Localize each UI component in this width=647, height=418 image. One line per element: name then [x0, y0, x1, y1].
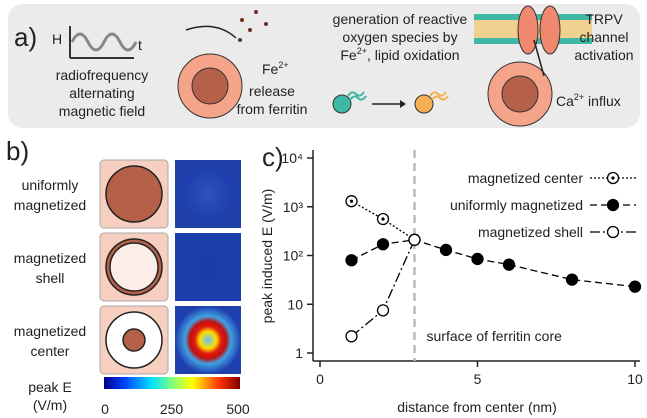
- fe-text: release: [249, 83, 295, 99]
- x-tick-label: 5: [474, 371, 482, 387]
- point: [630, 281, 641, 292]
- point-dot: [381, 217, 384, 220]
- point-dot: [350, 200, 353, 203]
- ca-text: Ca2+ influx: [556, 92, 621, 109]
- lipid: [333, 95, 351, 113]
- y-tick-label: 10³: [283, 199, 304, 215]
- rf-text: magnetic field: [59, 103, 145, 119]
- row-label: center: [31, 343, 70, 359]
- ion: Fe: [262, 61, 279, 77]
- charge: 2+: [278, 60, 288, 70]
- y-tick-label: 10: [287, 296, 303, 312]
- panel-label: c): [262, 142, 284, 172]
- axis-h: H: [52, 31, 62, 47]
- colorbar-tick: 0: [101, 401, 109, 417]
- y-tick-label: 1: [295, 345, 303, 361]
- row-3: [100, 306, 241, 374]
- rf-text: radiofrequency: [56, 67, 149, 83]
- series-line: [352, 240, 636, 287]
- y-tick-label: 10²: [283, 248, 304, 264]
- text: , lipid oxidation: [367, 47, 460, 63]
- panel-label: b): [6, 136, 29, 166]
- y-axis-label: peak induced E (V/m): [259, 189, 275, 324]
- annotation: surface of ferritin core: [427, 328, 563, 344]
- fe-text: from ferritin: [237, 101, 308, 117]
- legend-label: magnetized shell: [478, 224, 583, 240]
- figure: a) H t radiofrequency alternating magnet…: [0, 0, 647, 418]
- row-label: magnetized: [14, 250, 86, 266]
- row-label: magnetized: [14, 197, 86, 213]
- row-2: [100, 233, 241, 301]
- point: [504, 259, 515, 270]
- ros-text: oxygen species by: [342, 29, 457, 45]
- point: [608, 200, 619, 211]
- point-dot: [611, 176, 614, 179]
- ion: Ca: [556, 93, 574, 109]
- text: influx: [584, 93, 621, 109]
- trpv-text: activation: [574, 47, 633, 63]
- row-label: shell: [36, 270, 65, 286]
- point: [608, 227, 619, 238]
- channel: [540, 6, 560, 54]
- colorbar-tick: 250: [160, 401, 184, 417]
- rf-text: alternating: [69, 85, 134, 101]
- trpv-text: channel: [579, 29, 628, 45]
- axis-t: t: [138, 37, 142, 53]
- x-axis-label: distance from center (nm): [397, 399, 557, 415]
- colorbar-tick: 500: [226, 401, 250, 417]
- point: [567, 274, 578, 285]
- point: [472, 253, 483, 264]
- ferritin: [502, 76, 538, 112]
- legend-label: magnetized center: [468, 170, 584, 186]
- charge: 2+: [574, 92, 584, 102]
- point: [378, 239, 389, 250]
- ion: Fe: [340, 47, 357, 63]
- y-tick-label: 10⁴: [281, 150, 303, 166]
- panel-label: a): [14, 22, 37, 52]
- channel: [518, 6, 538, 54]
- colorbar-title: (V/m): [33, 397, 67, 413]
- point: [409, 234, 420, 245]
- lipid: [415, 95, 433, 113]
- ferritin: [192, 68, 228, 104]
- trpv-text: TRPV: [585, 11, 623, 27]
- ros-text: generation of reactive: [333, 11, 468, 27]
- point: [346, 255, 357, 266]
- row-1: [100, 160, 241, 228]
- series-line: [352, 240, 415, 337]
- colorbar: [104, 377, 240, 389]
- charge: 2+: [357, 46, 367, 56]
- legend-label: uniformly magnetized: [450, 197, 583, 213]
- x-tick-label: 0: [316, 371, 324, 387]
- point: [441, 244, 452, 255]
- point: [346, 331, 357, 342]
- point: [378, 305, 389, 316]
- x-tick-label: 10: [627, 371, 643, 387]
- colorbar-title: peak E: [28, 379, 72, 395]
- row-label: magnetized: [14, 323, 86, 339]
- row-label: uniformly: [22, 177, 79, 193]
